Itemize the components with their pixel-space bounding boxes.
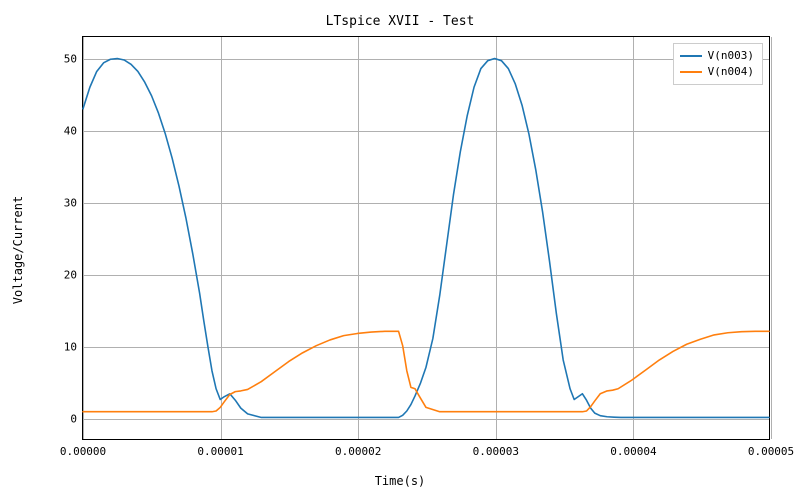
x-tick-label: 0.00003 <box>473 445 519 458</box>
chart-title: LTspice XVII - Test <box>0 14 800 29</box>
series-line <box>83 331 769 411</box>
x-tick-label: 0.00005 <box>748 445 794 458</box>
legend-swatch <box>680 55 702 57</box>
y-tick-label: 40 <box>64 124 77 137</box>
series-layer <box>83 37 769 439</box>
legend-item: V(n003) <box>680 48 754 64</box>
y-tick-label: 30 <box>64 196 77 209</box>
plot-area: 01020304050 0.000000.000010.000020.00003… <box>82 36 770 440</box>
y-axis-label: Voltage/Current <box>11 196 25 304</box>
legend-item: V(n004) <box>680 64 754 80</box>
y-tick-label: 20 <box>64 269 77 282</box>
x-tick-label: 0.00000 <box>60 445 106 458</box>
legend-label: V(n003) <box>708 48 754 64</box>
legend: V(n003)V(n004) <box>673 43 763 85</box>
x-tick-label: 0.00004 <box>610 445 656 458</box>
legend-label: V(n004) <box>708 64 754 80</box>
y-tick-label: 10 <box>64 341 77 354</box>
y-tick-label: 50 <box>64 52 77 65</box>
x-axis-label: Time(s) <box>0 474 800 488</box>
gridline-v <box>771 37 772 439</box>
x-tick-label: 0.00002 <box>335 445 381 458</box>
legend-swatch <box>680 71 702 73</box>
series-line <box>83 59 769 418</box>
figure: LTspice XVII - Test Voltage/Current Time… <box>0 0 800 500</box>
x-tick-label: 0.00001 <box>197 445 243 458</box>
y-tick-label: 0 <box>70 413 77 426</box>
